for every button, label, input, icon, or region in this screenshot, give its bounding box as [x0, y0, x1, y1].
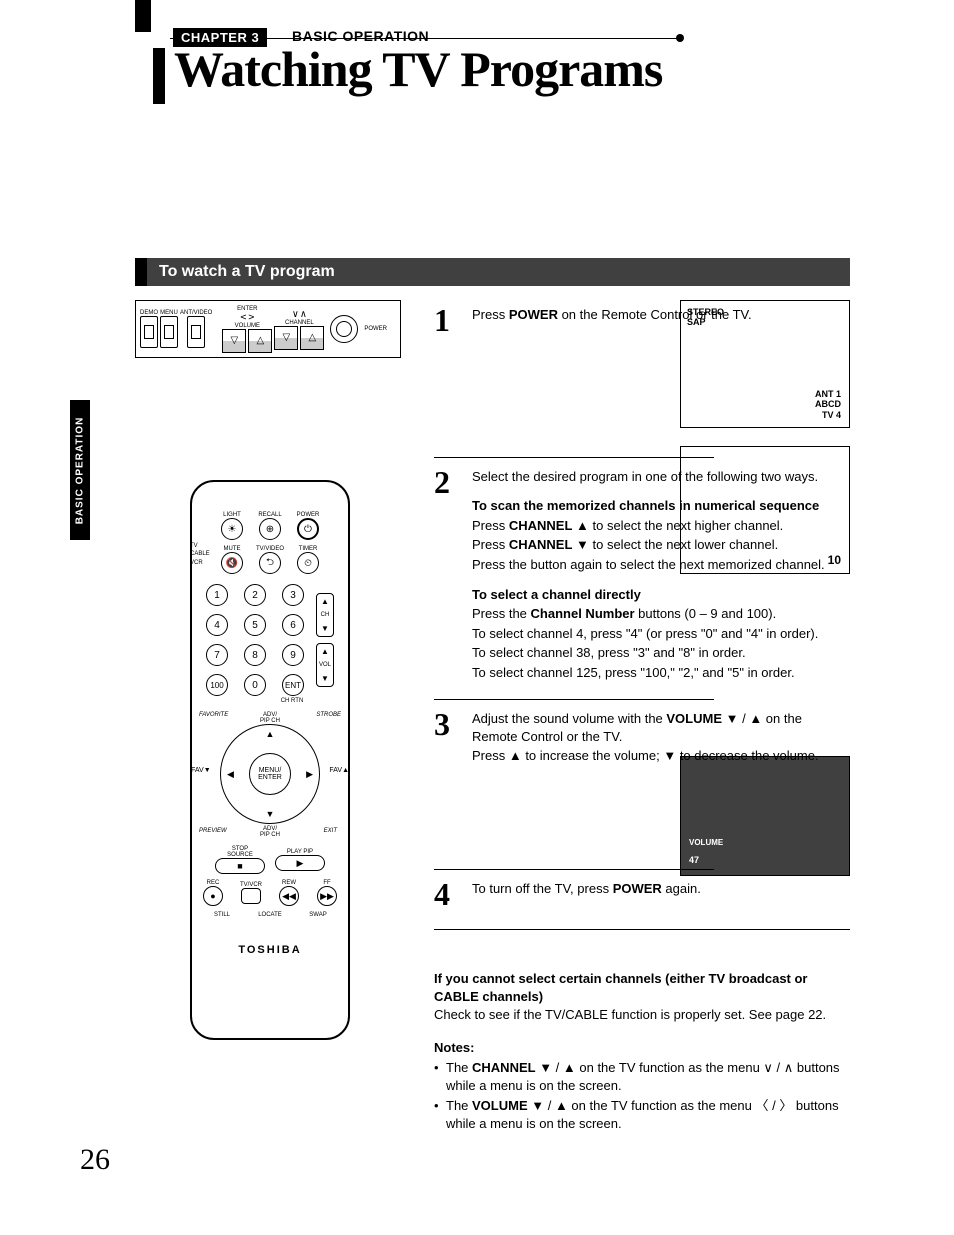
remote-number-pad: 1 2 3 4 5 6 7 8 9 100 0 ENT [206, 584, 308, 696]
remote-recall-button[interactable]: ⊕ [259, 518, 281, 540]
remote-power-button[interactable]: ⏻ [297, 518, 319, 540]
remote-brand: TOSHIBA [238, 944, 301, 956]
remote-stop-button[interactable]: ■ [215, 858, 265, 874]
remote-mute-button[interactable]: 🔇 [221, 552, 243, 574]
title-accent-bar [153, 48, 165, 104]
footer-notes: If you cannot select certain channels (e… [434, 970, 850, 1136]
remote-num-7[interactable]: 7 [206, 644, 228, 666]
section-header: To watch a TV program [135, 258, 850, 286]
remote-light-button[interactable]: ☀ [221, 518, 243, 540]
remote-num-0[interactable]: 0 [244, 674, 266, 696]
remote-timer-button[interactable]: ⏲ [297, 552, 319, 574]
tv-menu-button[interactable] [160, 316, 178, 348]
remote-num-5[interactable]: 5 [244, 614, 266, 636]
remote-num-2[interactable]: 2 [244, 584, 266, 606]
remote-vol-rocker[interactable]: ▲VOL▼ [316, 643, 334, 687]
steps-column: 1 Press POWER on the Remote Control or t… [434, 300, 850, 938]
remote-tvvcr-button[interactable] [241, 888, 261, 904]
remote-ch-rocker[interactable]: ▲CH▼ [316, 593, 334, 637]
remote-rec-button[interactable]: ● [203, 886, 223, 906]
page-title: Watching TV Programs [174, 40, 662, 98]
section-title: To watch a TV program [159, 263, 335, 281]
remote-num-1[interactable]: 1 [206, 584, 228, 606]
page-number: 26 [80, 1143, 110, 1177]
tv-vol-up[interactable]: △ [248, 329, 272, 353]
remote-num-8[interactable]: 8 [244, 644, 266, 666]
step-1: 1 Press POWER on the Remote Control or t… [434, 300, 850, 347]
remote-num-100[interactable]: 100 [206, 674, 228, 696]
remote-control: TV CABLE VCR LIGHT☀ RECALL⊕ POWER⏻ MUTE🔇… [190, 480, 350, 1040]
remote-nav-ring[interactable]: ▲ ▼ ◀ ▶ MENU/ ENTER [220, 724, 320, 824]
remote-num-6[interactable]: 6 [282, 614, 304, 636]
tv-ch-up[interactable]: △ [300, 326, 324, 350]
remote-ent-button[interactable]: ENT [282, 674, 304, 696]
step-4: 4 To turn off the TV, press POWER again. [434, 874, 850, 921]
remote-num-9[interactable]: 9 [282, 644, 304, 666]
header-accent-bar [135, 0, 151, 32]
remote-ff-button[interactable]: ▶▶ [317, 886, 337, 906]
remote-play-button[interactable]: ▶ [275, 855, 325, 871]
step-3: 3 Adjust the sound volume with the VOLUM… [434, 704, 850, 779]
tv-front-panel: DEMO MENU ANT/VIDEO ENTER < > VOLUME ▽△ … [135, 300, 401, 358]
tv-vol-down[interactable]: ▽ [222, 329, 246, 353]
tv-ch-down[interactable]: ▽ [274, 326, 298, 350]
remote-chrtn-label: CH RTN [281, 698, 304, 704]
side-tab: BASIC OPERATION [70, 400, 90, 540]
tv-ant-button[interactable] [187, 316, 205, 348]
remote-num-4[interactable]: 4 [206, 614, 228, 636]
tv-demo-button[interactable] [140, 316, 158, 348]
step-2: 2 Select the desired program in one of t… [434, 462, 850, 695]
remote-tvvideo-button[interactable]: ⮌ [259, 552, 281, 574]
remote-rew-button[interactable]: ◀◀ [279, 886, 299, 906]
remote-num-3[interactable]: 3 [282, 584, 304, 606]
tv-power-knob[interactable] [330, 315, 358, 343]
remote-menu-enter-button[interactable]: MENU/ ENTER [249, 753, 291, 795]
